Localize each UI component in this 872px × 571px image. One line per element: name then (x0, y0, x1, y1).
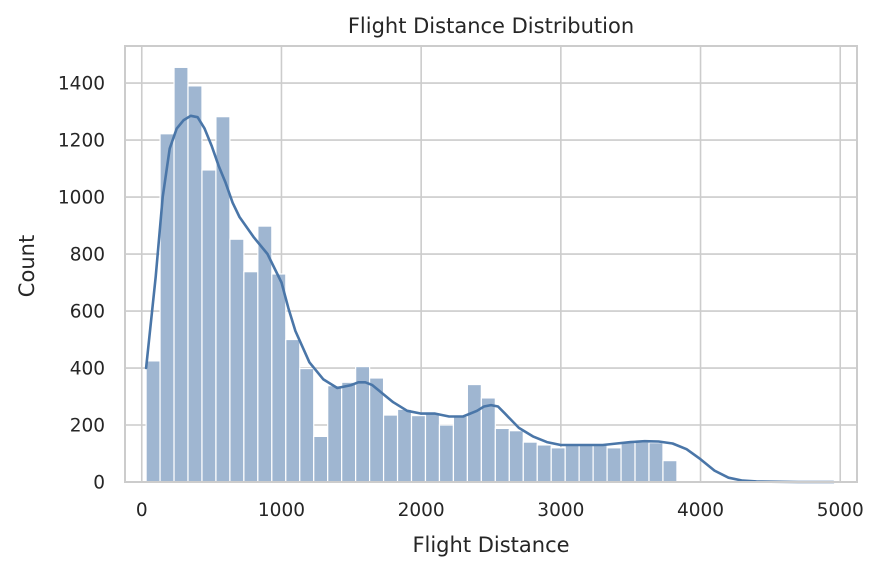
x-tick-label: 5000 (817, 500, 864, 521)
histogram-bar (341, 381, 357, 483)
grid-lines (125, 46, 857, 483)
histogram-bar (662, 460, 678, 483)
histogram-bar (145, 360, 161, 483)
histogram-bar (550, 447, 566, 483)
histogram-bar (410, 415, 427, 483)
histogram-bar (159, 133, 175, 483)
histogram-bar (243, 271, 259, 483)
histogram-bar (396, 408, 413, 483)
histogram-bar (606, 447, 622, 483)
y-tick-label: 800 (70, 245, 105, 266)
histogram-bar (229, 238, 245, 483)
histogram-bar (536, 444, 552, 483)
kde-curve (144, 114, 835, 484)
y-tick-label: 200 (70, 416, 105, 437)
histogram-bar (382, 414, 399, 483)
histogram-bar (424, 413, 441, 483)
kde-curve-layer (144, 114, 835, 484)
y-tick-label: 0 (93, 473, 105, 494)
histogram-bar (215, 116, 231, 483)
y-tick-label: 1400 (58, 74, 105, 95)
histogram-bar (564, 444, 580, 483)
histogram-bar (313, 435, 329, 483)
chart-title: Flight Distance Distribution (348, 14, 634, 38)
x-tick-label: 3000 (537, 500, 584, 521)
histogram-bar (578, 444, 594, 483)
y-tick-label: 1000 (58, 188, 105, 209)
histogram-bar (522, 441, 538, 483)
histogram-bar (187, 85, 203, 483)
y-tick-label: 400 (70, 359, 105, 380)
x-tick-label: 1000 (258, 500, 305, 521)
histogram-bar (327, 385, 343, 483)
histogram-bar (648, 442, 664, 483)
x-tick-label: 4000 (677, 500, 724, 521)
x-axis-title: Flight Distance (412, 533, 569, 557)
y-tick-label: 600 (70, 302, 105, 323)
histogram-bar (620, 441, 636, 483)
histogram-bar (201, 169, 217, 483)
histogram-bars (145, 66, 678, 483)
plot-frame (124, 45, 858, 483)
y-tick-labels: 0 200 400 600 800 1000 1200 1400 (58, 74, 105, 494)
y-tick-label: 1200 (58, 131, 105, 152)
x-tick-label: 0 (136, 500, 148, 521)
histogram-bar (257, 225, 273, 483)
histogram-bar (452, 415, 468, 483)
histogram-bar (271, 273, 287, 483)
histogram-bar (480, 397, 496, 483)
histogram-bar (494, 427, 510, 483)
x-tick-labels: 0 1000 2000 3000 4000 5000 (136, 500, 864, 521)
histogram-bar (438, 424, 455, 483)
histogram-bar (508, 430, 524, 483)
histogram-bar (285, 338, 301, 483)
histogram-bar (634, 441, 650, 483)
histogram-bar (592, 444, 608, 483)
y-axis-title: Count (15, 235, 39, 297)
x-tick-label: 2000 (398, 500, 445, 521)
histogram-bar (299, 367, 315, 483)
histogram-bar (466, 383, 482, 483)
